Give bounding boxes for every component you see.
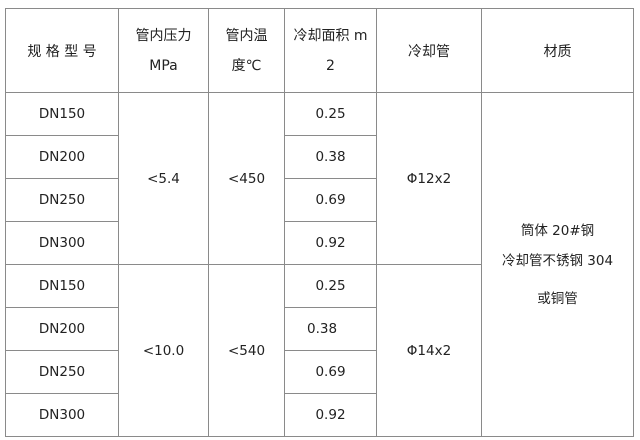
area-cell: 0.25	[284, 264, 377, 308]
header-temp-unit: 度℃	[231, 57, 262, 74]
model-cell: DN250	[5, 178, 119, 222]
model-cell: DN150	[5, 264, 119, 308]
header-temperature: 管内温度℃	[208, 8, 285, 93]
model-cell: DN300	[5, 393, 119, 437]
header-pressure-unit: MPa	[149, 57, 178, 74]
header-area-label: 冷却面积 m	[293, 27, 368, 44]
header-area-unit: 2	[326, 57, 335, 74]
area-cell: 0.92	[284, 393, 377, 437]
model-cell: DN150	[5, 92, 119, 136]
area-cell: 0.69	[284, 178, 377, 222]
area-cell: 0.69	[284, 350, 377, 394]
header-pressure-label: 管内压力	[135, 27, 192, 44]
table-row: DN250 0.69	[5, 350, 634, 394]
header-pressure: 管内压力 MPa	[118, 8, 209, 93]
header-model: 规 格 型 号	[5, 8, 119, 93]
cooling-tube-cell: Φ14x2	[376, 264, 482, 437]
table-row: DN150 <5.4 <450 0.25 Φ12x2 筒体 20#钢 冷却管不锈…	[5, 92, 634, 437]
area-cell: 0.38	[284, 307, 377, 351]
table-row: DN200 0.38	[5, 135, 634, 179]
header-cooling-tube: 冷却管	[376, 8, 482, 93]
header-temp-label: 管内温	[225, 27, 268, 44]
temperature-cell: <450	[208, 92, 285, 265]
table-row: DN150 <10.0 <540 0.25 Φ14x2	[5, 264, 634, 437]
material-line: 冷却管不锈钢 304	[501, 252, 614, 269]
table-row: DN300 0.92	[5, 393, 634, 437]
table-row: DN300 0.92	[5, 221, 634, 265]
area-cell: 0.38	[284, 135, 377, 179]
header-row: 规 格 型 号 管内压力 MPa 管内温度℃ 冷却面积 m 2 冷却管 材质	[5, 8, 634, 93]
table-row: DN250 0.69	[5, 178, 634, 222]
area-cell: 0.92	[284, 221, 377, 265]
spec-table: 规 格 型 号 管内压力 MPa 管内温度℃ 冷却面积 m 2 冷却管 材质 DN1…	[5, 8, 634, 437]
header-area: 冷却面积 m 2	[284, 8, 377, 93]
model-cell: DN200	[5, 135, 119, 179]
cooling-tube-cell: Φ12x2	[376, 92, 482, 265]
model-cell: DN250	[5, 350, 119, 394]
pressure-cell: <5.4	[118, 92, 209, 265]
table-row: DN200 0.38	[5, 307, 634, 351]
model-cell: DN300	[5, 221, 119, 265]
material-cell: 筒体 20#钢 冷却管不锈钢 304 或铜管	[481, 92, 634, 437]
material-line: 筒体 20#钢	[520, 222, 595, 239]
material-line: 或铜管	[537, 290, 578, 307]
area-cell: 0.25	[284, 92, 377, 136]
temperature-cell: <540	[208, 264, 285, 437]
header-material: 材质	[481, 8, 634, 93]
model-cell: DN200	[5, 307, 119, 351]
pressure-cell: <10.0	[118, 264, 209, 437]
